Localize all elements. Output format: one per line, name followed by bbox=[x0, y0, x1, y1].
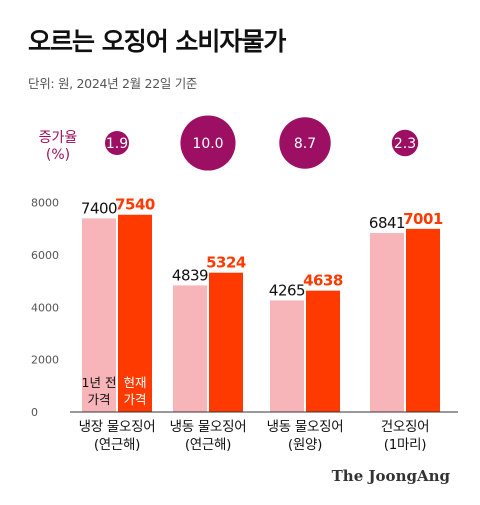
growth-rate-bubble bbox=[279, 117, 331, 169]
category-label: (1마리) bbox=[384, 437, 426, 453]
data-label: 4638 bbox=[303, 272, 343, 290]
growth-rate-label-line-1: 증가율 bbox=[38, 130, 78, 146]
category-label: (원양) bbox=[288, 437, 322, 453]
y-tick-label: 2000 bbox=[31, 354, 59, 367]
series-label: 1년 전 bbox=[82, 375, 117, 390]
growth-rate-value: 1.9 bbox=[106, 136, 128, 152]
data-label: 4265 bbox=[269, 281, 305, 299]
data-label: 7001 bbox=[403, 210, 443, 228]
growth-rate-label: 증가율 (%) bbox=[28, 130, 88, 164]
bar bbox=[82, 218, 116, 412]
bar bbox=[209, 272, 243, 412]
bar bbox=[306, 290, 340, 412]
growth-rate-value: 8.7 bbox=[294, 136, 316, 152]
chart-title: 오르는 오징어 소비자물가 bbox=[28, 27, 286, 56]
growth-rate-bubble bbox=[180, 115, 236, 171]
data-label: 5324 bbox=[206, 254, 246, 272]
category-label: 냉동 물오징어 bbox=[267, 419, 344, 435]
y-tick-label: 4000 bbox=[31, 301, 59, 314]
growth-rate-bubble bbox=[104, 130, 130, 156]
data-label: 7540 bbox=[115, 196, 155, 214]
chart-subtitle: 단위: 원, 2024년 2월 22일 기준 bbox=[28, 76, 198, 91]
source-logo: The JoongAng bbox=[331, 467, 450, 485]
category-label: 냉장 물오징어 bbox=[79, 419, 156, 435]
series-label: 가격 bbox=[87, 392, 110, 407]
category-label: (연근해) bbox=[185, 437, 231, 453]
category-label: (연근해) bbox=[94, 437, 140, 453]
growth-rate-value: 2.3 bbox=[394, 136, 416, 152]
data-label: 7400 bbox=[81, 199, 117, 217]
bar bbox=[370, 233, 404, 412]
category-label: 냉동 물오징어 bbox=[170, 419, 247, 435]
bar bbox=[173, 285, 207, 412]
growth-rate-bubble bbox=[391, 129, 419, 157]
y-tick-label: 8000 bbox=[31, 197, 59, 210]
data-label: 6841 bbox=[369, 214, 405, 232]
data-label: 4839 bbox=[172, 266, 208, 284]
bar bbox=[270, 300, 304, 412]
y-tick-label: 6000 bbox=[31, 249, 59, 262]
growth-rate-label-line-2: (%) bbox=[45, 147, 71, 163]
growth-rate-value: 10.0 bbox=[192, 136, 223, 152]
series-label: 현재 bbox=[123, 375, 146, 390]
bar bbox=[406, 228, 440, 412]
y-tick-label: 0 bbox=[31, 406, 38, 419]
category-label: 건오징어 bbox=[381, 419, 429, 435]
series-label: 가격 bbox=[123, 392, 146, 407]
bar bbox=[118, 214, 152, 412]
